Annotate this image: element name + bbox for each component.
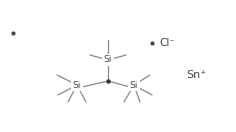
Text: Si: Si bbox=[104, 55, 112, 65]
Text: Cl⁻: Cl⁻ bbox=[159, 38, 175, 48]
Text: Si: Si bbox=[73, 81, 81, 89]
Text: Sn⁺: Sn⁺ bbox=[186, 70, 206, 80]
Text: Si: Si bbox=[130, 81, 138, 89]
